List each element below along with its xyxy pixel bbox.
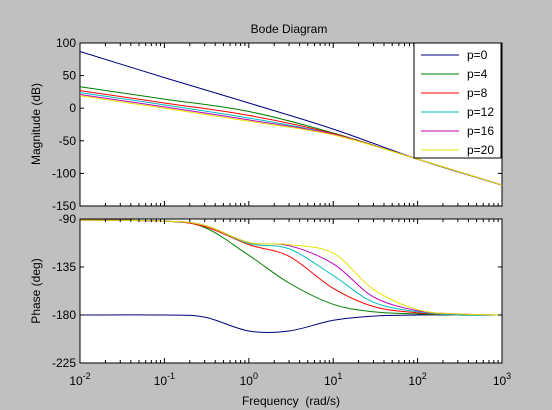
phase-line-p=20 [79,219,503,316]
x-axis-ticks: 10-2 10-1 100 101 102 103 [69,43,511,388]
phase-ytick-label: -135 [52,260,76,274]
legend-box [413,42,502,159]
legend-label: p=12 [467,105,494,119]
phase-ytick-label: -90 [59,212,77,226]
legend-label: p=4 [467,67,488,81]
x-tick-label: 103 [493,371,511,388]
chart-title: Bode Diagram [251,22,328,36]
legend: p=0 p=4 p=8 p=12 p=16 p=20 [413,42,502,159]
x-tick-label: 101 [324,371,342,388]
legend-label: p=8 [467,86,488,100]
x-tick-label: 100 [240,371,258,388]
magnitude-ytick-label: -100 [52,166,76,180]
magnitude-ylabel: Magnitude (dB) [29,83,43,165]
magnitude-ytick-label: 50 [63,69,77,83]
phase-series-group [79,219,503,334]
magnitude-line-p=20 [79,95,503,186]
phase-ylabel: Phase (deg) [29,258,43,323]
phase-ytick-label: -180 [52,308,76,322]
phase-ytick-label: -225 [52,356,76,370]
x-tick-label: 102 [408,371,426,388]
legend-label: p=16 [467,124,494,138]
magnitude-ytick-label: -150 [52,199,76,213]
magnitude-series-group [79,51,503,186]
legend-label: p=0 [467,48,488,62]
phase-plot-area [79,218,503,364]
phase-panel: -90 -135 -180 -225 Phase (deg) [29,212,503,370]
phase-y-ticks: -90 -135 -180 -225 [52,212,502,370]
magnitude-ytick-label: -50 [59,134,77,148]
magnitude-ytick-label: 100 [56,36,76,50]
magnitude-y-ticks: 100 50 0 -50 -100 -150 [52,36,502,213]
legend-label: p=20 [467,143,494,157]
x-axis-label: Frequency (rad/s) [242,394,340,408]
magnitude-ytick-label: 0 [69,101,76,115]
x-tick-label: 10-1 [154,371,175,388]
x-tick-label: 10-2 [69,371,90,388]
